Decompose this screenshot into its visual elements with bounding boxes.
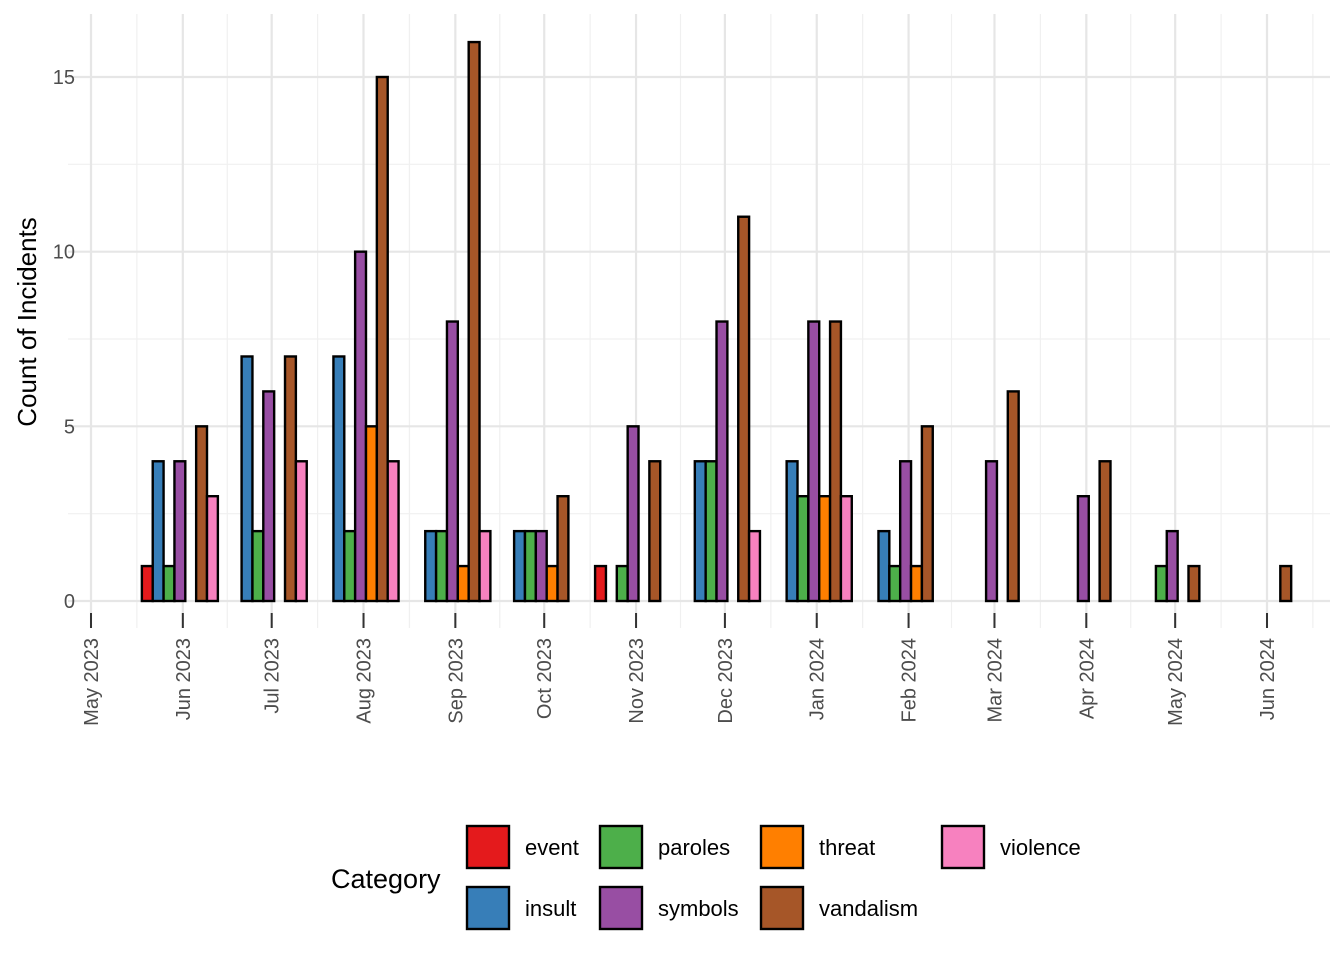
legend-label-threat: threat	[819, 835, 875, 860]
bar-threat-2023-12-31	[818, 495, 832, 603]
legend-label-insult: insult	[525, 896, 576, 921]
bar-insult-2023-07-31	[332, 355, 346, 603]
bar-threat-2023-08-31	[456, 564, 470, 603]
bar-insult-2024-01-31	[877, 529, 891, 603]
bar-paroles-2024-01-31	[888, 564, 902, 603]
bar-insult-2023-12-31	[785, 460, 799, 603]
bar-symbols-2023-10-31	[626, 425, 640, 603]
bar-threat-2024-01-31	[909, 564, 924, 603]
bar-vandalism-2023-12-31	[828, 320, 843, 603]
bar-symbols-2023-05-31	[173, 460, 187, 603]
bar-threat-2023-07-31	[364, 425, 379, 603]
bar-insult-2023-05-31	[151, 460, 165, 603]
x-tick-label: Dec 2023	[715, 638, 737, 724]
bar-vandalism-2023-08-31	[467, 40, 481, 603]
bar-vandalism-2023-10-31	[648, 460, 662, 603]
bar-paroles-2023-06-30	[251, 529, 265, 603]
y-axis-title: Count of Incidents	[12, 217, 42, 427]
x-tick-label: Sep 2023	[445, 638, 467, 724]
bar-symbols-2024-04-30	[1165, 529, 1179, 603]
bar-insult-2023-11-30	[693, 460, 707, 603]
bars	[140, 40, 1293, 603]
bar-threat-2023-09-30	[545, 564, 559, 603]
x-tick-label: Nov 2023	[626, 638, 648, 724]
bar-paroles-2024-04-30	[1154, 564, 1168, 603]
bar-violence-2023-06-30	[294, 460, 308, 603]
legend-label-event: event	[525, 835, 579, 860]
bar-violence-2023-11-30	[747, 529, 762, 603]
bar-paroles-2023-07-31	[343, 529, 357, 603]
legend-swatch-symbols	[598, 885, 644, 931]
bar-symbols-2023-08-31	[445, 320, 460, 603]
bar-symbols-2024-01-31	[898, 460, 913, 603]
x-tick-label: Feb 2024	[899, 638, 921, 723]
bar-insult-2023-06-30	[240, 355, 254, 603]
x-tick-label: Mar 2024	[985, 638, 1007, 723]
bar-paroles-2023-12-31	[796, 495, 810, 603]
bar-paroles-2023-05-31	[162, 564, 176, 603]
bar-vandalism-2023-05-31	[194, 425, 209, 603]
legend-swatch-violence	[940, 824, 986, 870]
x-tick-label: Oct 2023	[534, 638, 556, 719]
bar-vandalism-2024-03-31	[1098, 460, 1112, 603]
legend-label-vandalism: vandalism	[819, 896, 918, 921]
bar-paroles-2023-09-30	[523, 529, 538, 603]
bar-symbols-2023-11-30	[715, 320, 729, 603]
x-tick-label: Jul 2023	[262, 638, 284, 714]
bar-vandalism-2024-02-29	[1006, 390, 1020, 603]
bar-vandalism-2024-05-31	[1279, 564, 1293, 603]
y-tick-label: 0	[64, 591, 75, 613]
bar-violence-2023-07-31	[386, 460, 400, 603]
legend-label-symbols: symbols	[658, 896, 739, 921]
y-tick-label: 5	[64, 416, 75, 438]
bar-event-2023-05-31	[140, 564, 154, 603]
bar-insult-2023-09-30	[512, 529, 527, 603]
bar-vandalism-2023-07-31	[375, 75, 389, 603]
bar-violence-2023-05-31	[205, 495, 220, 603]
bar-vandalism-2023-11-30	[737, 215, 751, 603]
legend-label-violence: violence	[1000, 835, 1081, 860]
bar-event-2023-10-31	[593, 564, 608, 603]
bar-vandalism-2023-09-30	[556, 495, 570, 603]
bar-symbols-2023-06-30	[262, 390, 276, 603]
y-axis-ticks: 0 5 10 15	[53, 67, 75, 613]
legend-swatch-event	[465, 824, 511, 870]
bar-symbols-2023-12-31	[807, 320, 821, 603]
bar-vandalism-2024-01-31	[920, 425, 934, 603]
bar-violence-2023-08-31	[478, 529, 492, 603]
legend: Category event insult paroles symbols threat…	[331, 824, 1081, 931]
legend-swatch-paroles	[598, 824, 644, 870]
x-axis-ticks: May 2023 Jun 2023 Jul 2023 Aug 2023 Sep 2023…	[81, 613, 1279, 726]
bar-vandalism-2023-06-30	[283, 355, 298, 603]
bar-paroles-2023-08-31	[434, 529, 449, 603]
legend-swatch-vandalism	[759, 885, 805, 931]
x-tick-label: Jun 2023	[173, 638, 195, 720]
bar-symbols-2023-07-31	[353, 250, 368, 603]
legend-swatch-insult	[465, 885, 511, 931]
bar-paroles-2023-10-31	[615, 564, 629, 603]
x-tick-label: Apr 2024	[1076, 638, 1098, 719]
x-tick-label: May 2024	[1165, 638, 1187, 726]
x-tick-label: Jan 2024	[807, 638, 829, 720]
y-tick-label: 10	[53, 242, 75, 264]
x-tick-label: May 2023	[81, 638, 103, 726]
bar-symbols-2024-02-29	[984, 460, 999, 603]
bar-vandalism-2024-04-30	[1187, 564, 1201, 603]
bar-insult-2023-08-31	[424, 529, 438, 603]
x-tick-label: Jun 2024	[1257, 638, 1279, 720]
bar-symbols-2024-03-31	[1076, 495, 1090, 603]
bar-symbols-2023-09-30	[534, 529, 548, 603]
legend-label-paroles: paroles	[658, 835, 730, 860]
bar-violence-2023-12-31	[839, 495, 853, 603]
legend-title: Category	[331, 864, 441, 894]
y-tick-label: 15	[53, 67, 75, 89]
bar-paroles-2023-11-30	[704, 460, 718, 603]
legend-swatch-threat	[759, 824, 805, 870]
x-tick-label: Aug 2023	[354, 638, 376, 724]
